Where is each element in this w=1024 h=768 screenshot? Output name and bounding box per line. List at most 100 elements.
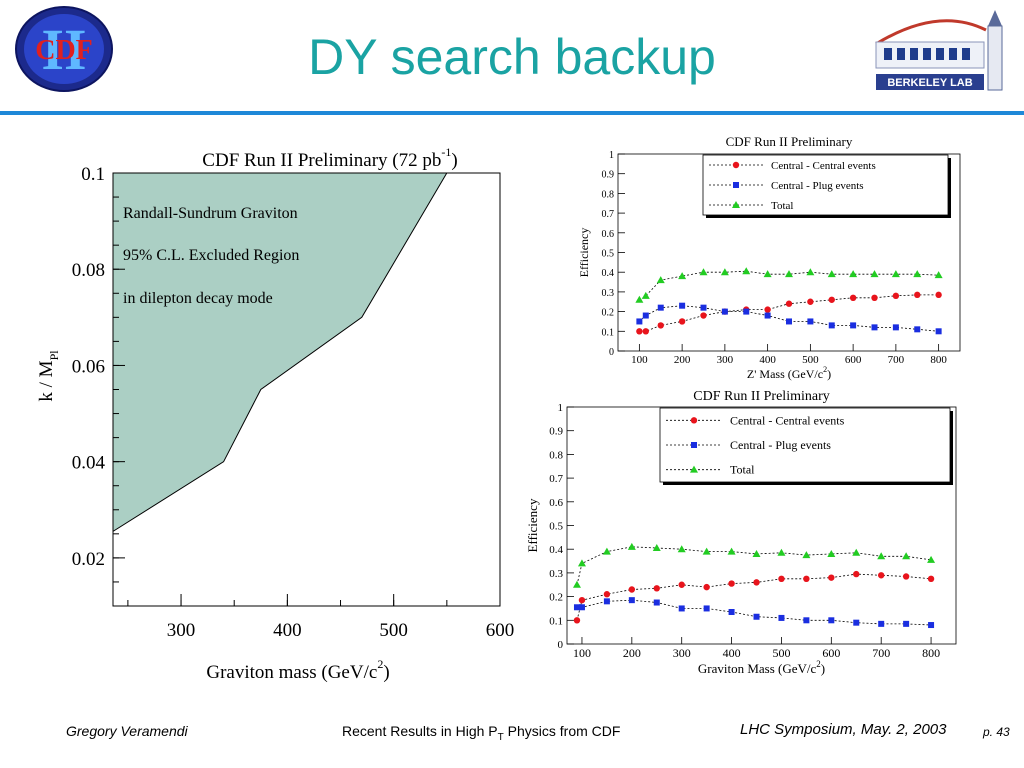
zprime-point-1-square xyxy=(935,328,942,335)
zprime-x-tick-label: 100 xyxy=(631,354,648,366)
graviton-x-tick-label: 300 xyxy=(673,646,691,660)
graviton-point-1-square xyxy=(703,605,710,612)
zprime-point-0-circle xyxy=(678,318,686,325)
graviton-point-2-triangle xyxy=(927,555,936,563)
excluded-region xyxy=(112,172,448,533)
zprime-legend-box xyxy=(702,154,949,216)
zprime-point-1-square xyxy=(828,322,835,329)
graviton-point-0-circle xyxy=(828,574,835,581)
graviton-y-tick-label: 0.2 xyxy=(549,592,563,604)
graviton-legend-label-1: Central - Plug events xyxy=(730,438,831,452)
graviton-point-0-circle xyxy=(603,591,611,598)
zprime-point-1-square xyxy=(642,312,649,319)
graviton-point-0-circle xyxy=(803,575,810,583)
graviton-point-1-square xyxy=(653,599,660,606)
zprime-point-1-square xyxy=(892,324,899,331)
cdf-roman-numeral: II xyxy=(41,17,86,82)
graviton-y-tick-label: 0.4 xyxy=(549,544,563,556)
graviton-series-line-2 xyxy=(576,546,932,585)
exclusion-y-tick-label-0.02: 0.02 xyxy=(72,549,105,570)
exclusion-region-chart: 300 400 500 600 0.02 0.04 0.06 0.08 0.1 CDF Run … xyxy=(36,145,514,683)
zprime-x-tick-label: 300 xyxy=(717,354,734,366)
exclusion-x-tick-label-400: 400 xyxy=(273,620,302,641)
graviton-y-tick-label: 0.8 xyxy=(549,449,563,461)
zprime-point-2-triangle xyxy=(806,268,815,276)
graviton-point-2-triangle xyxy=(727,547,736,555)
zprime-point-1-square xyxy=(657,304,664,311)
graviton-x-tick-label: 200 xyxy=(623,646,641,660)
zprime-xlabel-end: ) xyxy=(827,367,831,381)
page-number: p. 43 xyxy=(983,725,1010,739)
zprime-point-0-circle xyxy=(828,296,835,303)
graviton-point-0-circle xyxy=(703,583,710,591)
exclusion-ylabel-sub: Pl xyxy=(47,350,61,361)
exclusion-y-tick-label-0.1: 0.1 xyxy=(81,164,105,185)
zprime-legend-label-2: Total xyxy=(771,200,793,212)
footer-talk-title-sub: T xyxy=(497,731,504,743)
graviton-point-0-circle xyxy=(728,580,735,587)
graviton-point-2-triangle xyxy=(852,548,861,556)
zprime-point-0-circle xyxy=(914,291,921,299)
graviton-x-tick-label: 800 xyxy=(922,646,940,660)
zprime-x-tick-label: 500 xyxy=(802,354,819,366)
zprime-series-line-1 xyxy=(639,305,939,332)
exclusion-y-tick-label-0.08: 0.08 xyxy=(72,260,105,281)
exclusion-x-tick-label-500: 500 xyxy=(379,620,408,641)
zprime-point-0-circle xyxy=(935,291,942,299)
exclusion-xlabel-end: ) xyxy=(383,662,389,683)
graviton-point-2-triangle xyxy=(827,549,836,557)
exclusion-x-tick-label-300: 300 xyxy=(167,620,196,641)
exclusion-y-tick-label-0.04: 0.04 xyxy=(72,453,106,474)
graviton-y-tick-label: 0.7 xyxy=(549,473,563,485)
zprime-point-1-square xyxy=(786,318,792,325)
zprime-point-1-square xyxy=(636,318,643,325)
zprime-legend-label-0: Central - Central events xyxy=(771,160,876,172)
footer-talk-title: Recent Results in High PT Physics from C… xyxy=(342,723,620,743)
graviton-point-2-triangle xyxy=(652,544,661,552)
zprime-point-0-circle xyxy=(785,300,793,307)
graviton-xlabel-sup: 2 xyxy=(816,659,821,669)
graviton-point-2-triangle xyxy=(877,552,886,560)
graviton-legend-marker-0-circle xyxy=(690,417,698,424)
graviton-point-2-triangle xyxy=(802,551,811,559)
graviton-point-2-triangle xyxy=(572,580,581,588)
zprime-legend-label-1: Central - Plug events xyxy=(771,180,864,192)
footer-author: Gregory Veramendi xyxy=(66,723,188,739)
graviton-point-1-square xyxy=(928,622,935,629)
zprime-xlabel-sup: 2 xyxy=(823,365,827,374)
graviton-y-tick-label: 0.5 xyxy=(549,521,563,533)
zprime-point-1-square xyxy=(764,312,771,319)
graviton-xlabel-main: Graviton Mass (GeV/c xyxy=(698,661,817,676)
graviton-point-1-square xyxy=(573,604,580,611)
zprime-x-tick-label: 400 xyxy=(759,354,776,366)
graviton-point-0-circle xyxy=(573,617,581,624)
graviton-point-1-square xyxy=(878,620,885,627)
exclusion-xlabel-sup: 2 xyxy=(377,657,383,671)
zprime-point-2-triangle xyxy=(870,270,879,278)
footer-talk-title-pre: Recent Results in High P xyxy=(342,723,498,739)
zprime-point-1-square xyxy=(850,322,857,329)
graviton-point-1-square xyxy=(628,597,635,604)
zprime-point-1-square xyxy=(679,302,686,309)
zprime-point-1-square xyxy=(871,324,878,331)
zprime-point-2-triangle xyxy=(656,276,665,284)
graviton-x-tick-label: 700 xyxy=(872,646,890,660)
zprime-point-2-triangle xyxy=(913,270,922,278)
zprime-point-0-circle xyxy=(642,328,649,335)
graviton-legend-marker-1-square xyxy=(691,442,697,448)
exclusion-y-tick-label-0.06: 0.06 xyxy=(72,356,105,377)
berkeley-lab-logo-graphic: BERKELEY LAB xyxy=(875,10,1003,91)
graviton-series-line-1 xyxy=(577,599,932,626)
graviton-chart-title: CDF Run II Preliminary xyxy=(693,389,830,404)
zprime-y-tick-label: 0 xyxy=(609,347,614,358)
graviton-x-tick-label: 100 xyxy=(573,646,591,660)
zprime-point-2-triangle xyxy=(720,268,729,276)
zprime-x-tick-label: 200 xyxy=(674,354,691,366)
zprime-series-line-0 xyxy=(639,294,939,332)
zprime-efficiency-chart: CDF Run II Preliminary 0 0.1 0.2 0.3 0.4 0.5 0.… xyxy=(577,134,961,381)
zprime-point-2-triangle xyxy=(827,270,836,278)
zprime-point-2-triangle xyxy=(641,291,650,299)
berkeley-lab-text: BERKELEY LAB xyxy=(887,77,972,89)
graviton-point-2-triangle xyxy=(902,552,911,560)
zprime-legend-marker-2-triangle xyxy=(732,201,740,208)
